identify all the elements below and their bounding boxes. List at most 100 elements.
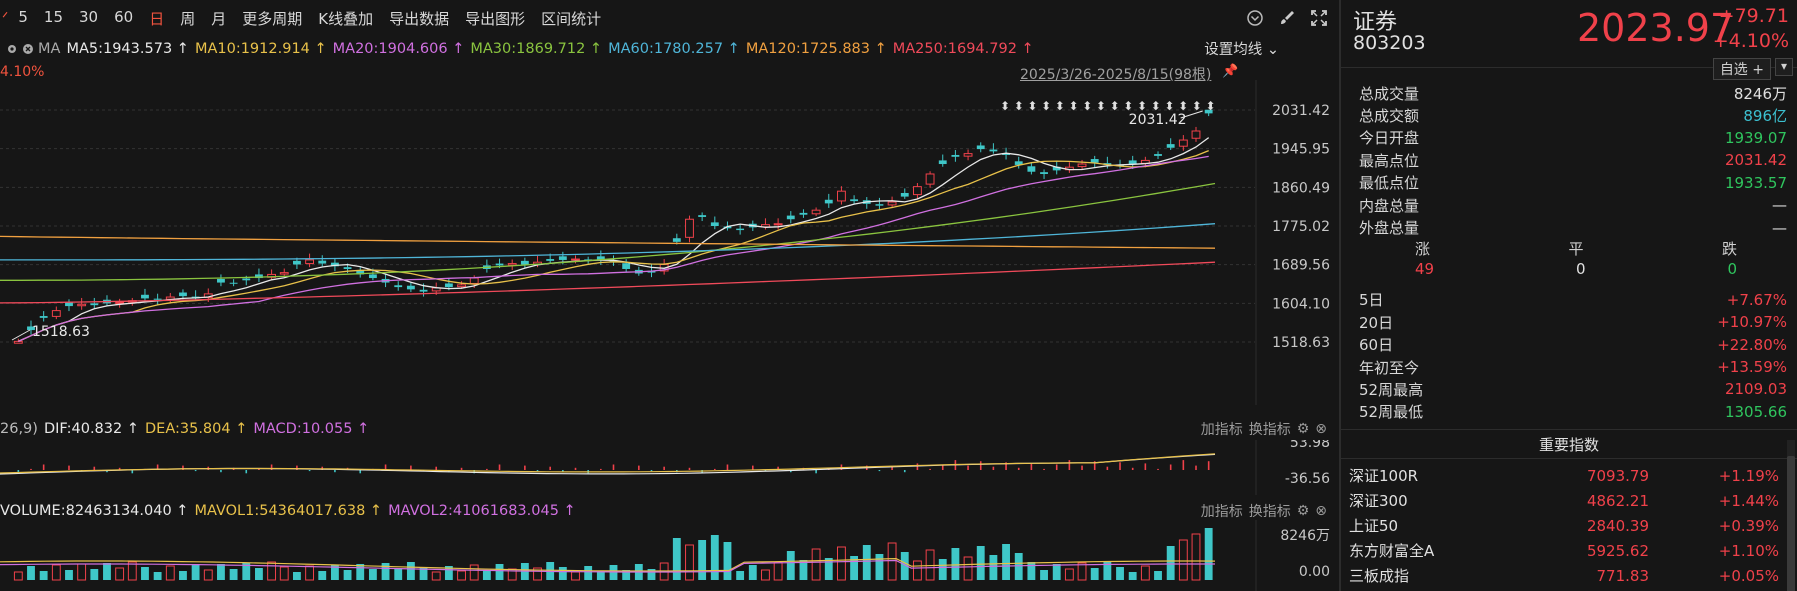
volume-bar	[27, 566, 35, 580]
macd-prefix: 26,9)	[0, 421, 38, 437]
stat-row: 5日 +7.67%	[1341, 289, 1797, 311]
set-ma-button[interactable]: 设置均线 ⌄	[1204, 42, 1279, 58]
candle-body	[1204, 109, 1213, 114]
candle-body	[1154, 154, 1162, 156]
candle-body	[900, 192, 909, 197]
period-tab-9[interactable]: 导出数据	[389, 9, 450, 28]
ma-legend: MA MA5:1943.573 ↑ MA10:1912.914 ↑ MA20:190…	[0, 38, 1046, 60]
pin-icon[interactable]: 📌	[1222, 64, 1239, 79]
signal-arrow-icon: ⬍	[1192, 99, 1202, 113]
stat-row: 最低点位 1933.57	[1341, 172, 1797, 194]
signal-arrow-icon: ⬍	[1137, 99, 1147, 113]
period-tab-11[interactable]: 区间统计	[541, 9, 602, 28]
period-tab-3[interactable]: 60	[114, 7, 134, 26]
toolbar-arrow-icon[interactable]: ᐟ	[2, 9, 9, 27]
stat-label: 最低点位	[1359, 174, 1420, 193]
ma-item-1: MA10:1912.914 ↑	[194, 41, 327, 57]
watchlist-dropdown-icon[interactable]: ▾	[1775, 58, 1793, 76]
stats-list: 总成交量 8246万 总成交额 896亿 今日开盘 1939.07 最高点位 2031.42 最…	[1341, 82, 1797, 239]
candle-body	[51, 310, 61, 317]
period-tab-2[interactable]: 30	[79, 7, 99, 26]
signal-arrow-icon: ⬍	[1206, 99, 1216, 113]
signal-arrow-icon: ⬍	[1178, 99, 1188, 113]
index-row[interactable]: 深证100R 7093.79 +1.19%	[1341, 463, 1797, 488]
index-value: 4862.21	[1586, 491, 1649, 510]
candle-body	[824, 199, 833, 204]
scrollbar[interactable]	[1787, 440, 1795, 591]
period-toolbar: ᐟ 5 15 30 60 日周月更多周期 K线叠加 导出数据 导出图形 区间统计	[0, 0, 1337, 36]
candle-body	[698, 215, 707, 217]
candlestick-chart[interactable]: 2031.42 1945.95 1860.49 1775.02 1689.56 1604.…	[0, 80, 1337, 405]
macd-chart[interactable]: 53.98 -36.56	[0, 440, 1337, 495]
volume-bar	[786, 551, 795, 580]
y-axis-label: 1604.10	[1272, 296, 1330, 312]
stat-label: 总成交额	[1359, 107, 1420, 126]
close-icon[interactable]: ⊗	[1315, 503, 1327, 519]
candle-body	[330, 262, 339, 267]
add-indicator-button[interactable]: 加指标	[1200, 504, 1243, 520]
volume-bar	[837, 546, 846, 581]
close-icon[interactable]: ⊗	[1315, 421, 1327, 437]
candle-body	[723, 226, 732, 229]
index-row[interactable]: 上证50 2840.39 +0.39%	[1341, 513, 1797, 538]
switch-indicator-button[interactable]: 换指标	[1248, 422, 1291, 438]
period-tab-1[interactable]: 15	[43, 7, 63, 26]
index-row[interactable]: 三板成指 771.83 +0.05%	[1341, 563, 1797, 588]
index-value: 771.83	[1596, 566, 1650, 585]
volume-chart[interactable]: 8246万 0.00	[0, 520, 1337, 591]
index-name: 深证100R	[1349, 467, 1419, 486]
volume-y-bottom: 0.00	[1299, 564, 1330, 580]
switch-indicator-button[interactable]: 换指标	[1248, 504, 1291, 520]
dropdown-circle-icon[interactable]	[1245, 8, 1265, 28]
gear-icon[interactable]: ⚙	[1296, 503, 1310, 519]
gear-icon[interactable]: ⚙	[1296, 421, 1310, 437]
add-indicator-button[interactable]: 加指标	[1200, 422, 1243, 438]
period-tab-0[interactable]: 5	[18, 7, 28, 26]
candle-body	[1014, 161, 1023, 165]
period-tab-7[interactable]: 更多周期	[242, 9, 303, 28]
candle-body	[153, 298, 162, 300]
down-label: 跌	[1721, 240, 1737, 259]
candle-body	[444, 283, 453, 288]
stat-label: 内盘总量	[1359, 196, 1420, 215]
volume-bar	[951, 548, 960, 580]
period-tab-6[interactable]: 月	[211, 9, 227, 28]
candle-body	[685, 218, 694, 238]
volume-bar	[51, 564, 61, 581]
candle-body	[292, 260, 301, 265]
volume-bar	[431, 571, 441, 581]
volume-bar	[318, 571, 327, 580]
volume-bar	[203, 569, 213, 581]
volume-bar	[1040, 570, 1048, 580]
stat-label: 总成交量	[1359, 84, 1420, 103]
candle-body	[989, 149, 998, 152]
index-row[interactable]: 深证300 4862.21 +1.44%	[1341, 488, 1797, 513]
index-pct: +0.39%	[1718, 516, 1779, 535]
fullscreen-icon[interactable]	[1309, 8, 1329, 28]
brush-icon[interactable]	[1277, 8, 1297, 28]
volume-bar	[77, 563, 87, 581]
candle-body	[596, 256, 605, 260]
period-tab-4[interactable]: 日	[149, 9, 165, 28]
period-tab-10[interactable]: 导出图形	[465, 9, 526, 28]
candle-body	[609, 260, 618, 262]
volume-bar	[850, 556, 859, 580]
close-icon[interactable]	[22, 43, 34, 55]
volume-bar	[862, 545, 871, 580]
volume-bar	[748, 565, 757, 580]
index-row[interactable]: 东方财富全A 5925.62 +1.10%	[1341, 538, 1797, 563]
signal-arrow-icon: ⬍	[1110, 99, 1120, 113]
ma-line	[0, 223, 1216, 261]
date-range-label[interactable]: 2025/3/26-2025/8/15(98根)	[1020, 67, 1212, 83]
add-watchlist-button[interactable]: 自选 +	[1712, 58, 1771, 80]
up-label: 涨	[1415, 240, 1431, 259]
up-count: 49	[1415, 259, 1435, 278]
signal-arrow-icon: ⬍	[1027, 99, 1037, 113]
period-tab-5[interactable]: 周	[180, 9, 196, 28]
gear-icon[interactable]	[6, 43, 18, 55]
kline-chart-area[interactable]: ᐟ 5 15 30 60 日周月更多周期 K线叠加 导出数据 导出图形 区间统计 MA MA5:…	[0, 0, 1337, 591]
volume-bar	[179, 571, 187, 580]
period-tab-8[interactable]: K线叠加	[318, 9, 374, 28]
volume-bar	[13, 571, 23, 581]
volume-bar	[900, 552, 909, 580]
